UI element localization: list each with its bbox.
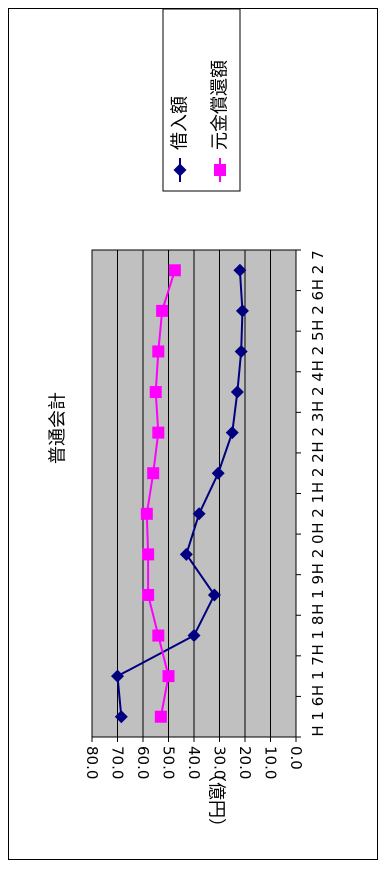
data-point (211, 466, 225, 480)
data-point (235, 304, 249, 318)
data-point (152, 426, 165, 439)
x-tick-label: H 2 4 (309, 372, 327, 412)
y-tick-label: 40.0 (185, 746, 203, 779)
legend-label: 元金償還額 (210, 60, 231, 150)
data-point (152, 629, 165, 642)
x-tick-label: H 2 1 (309, 494, 327, 534)
series-line (145, 269, 176, 717)
data-point (142, 588, 155, 601)
legend-label: 借入額 (170, 96, 191, 150)
x-tick-label: H 2 0 (309, 534, 327, 574)
data-point (152, 345, 165, 358)
data-point (192, 507, 206, 521)
x-tick-label: H 1 7 (309, 656, 327, 696)
data-point (149, 386, 162, 399)
x-tick-label: H 1 9 (309, 575, 327, 615)
x-tick-label: H 1 6 (309, 697, 327, 737)
data-point (142, 548, 155, 561)
x-tick-label: H 1 8 (309, 616, 327, 656)
legend-marker (214, 164, 226, 176)
data-point (156, 304, 169, 317)
series-line (116, 270, 244, 717)
y-axis-ticks: 0.0 10.0 20.0 30.0 40.0 50.0 60.0 70.0 80.0 (83, 737, 305, 779)
data-point (154, 710, 167, 723)
data-point (114, 710, 128, 724)
data-point (147, 467, 160, 480)
gridlines (117, 250, 271, 737)
data-point (162, 670, 175, 683)
data-point (140, 507, 153, 520)
y-tick-label: 0.0 (287, 746, 305, 770)
x-tick-label: H 2 5 (309, 332, 327, 372)
data-point (233, 263, 247, 277)
y-tick-label: 80.0 (83, 746, 101, 779)
data-point (187, 629, 201, 643)
y-tick-label: 70.0 (109, 746, 127, 779)
series-layer (111, 263, 249, 724)
legend-marker (173, 163, 187, 177)
x-axis-ticks: H 1 6H 1 7H 1 8H 1 9H 2 0H 2 1H 2 2H 2 3… (296, 249, 327, 738)
data-point (207, 588, 221, 602)
data-point (179, 547, 193, 561)
y-tick-label: 10.0 (262, 746, 280, 779)
x-tick-label: H 2 3 (309, 413, 327, 453)
data-point (230, 385, 244, 399)
y-tick-label: 30.0 (211, 746, 229, 779)
data-point (168, 264, 181, 277)
y-axis-label: （億円） (206, 764, 227, 836)
series-1 (111, 263, 249, 724)
x-tick-label: H 2 7 (309, 250, 327, 290)
data-point (225, 426, 239, 440)
chart-title: 普通会計 (48, 392, 69, 464)
x-tick-label: H 2 2 (309, 453, 327, 493)
legend-box (162, 8, 241, 192)
series-2 (140, 264, 181, 723)
y-tick-label: 60.0 (134, 746, 152, 779)
x-tick-label: H 2 6 (309, 291, 327, 331)
y-tick-label: 20.0 (236, 746, 254, 779)
data-point (234, 344, 248, 358)
y-tick-label: 50.0 (160, 746, 178, 779)
data-point (111, 669, 124, 683)
legend: 借入額 元金償還額 (162, 8, 241, 192)
